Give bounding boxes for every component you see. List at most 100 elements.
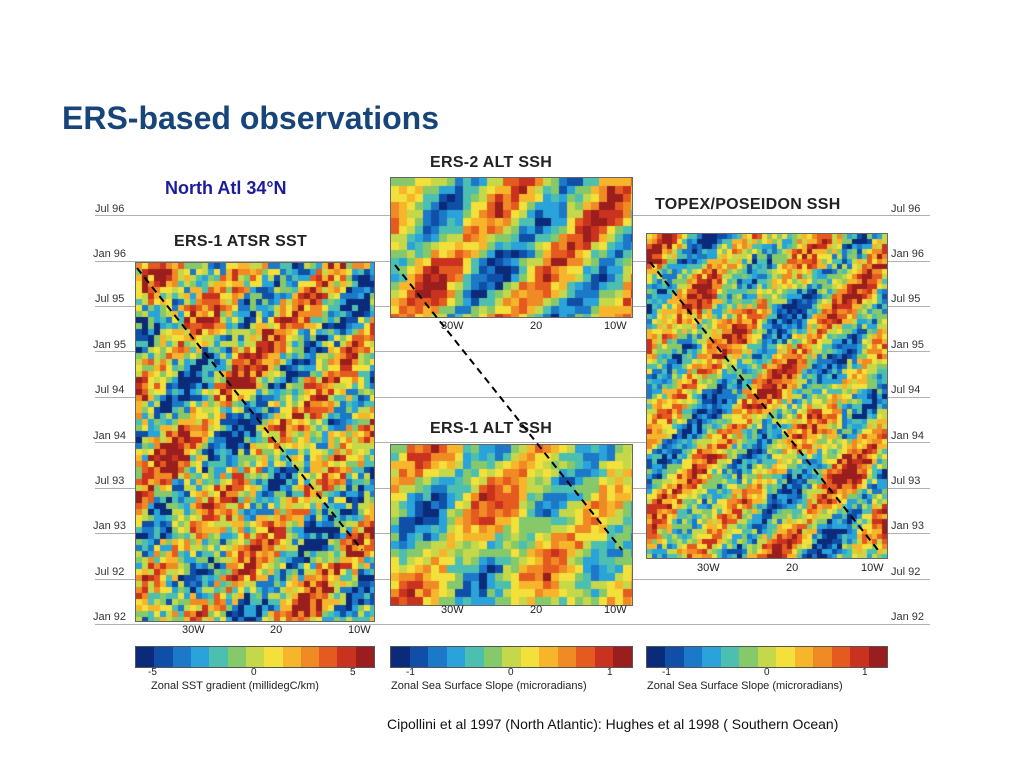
slide-title: ERS-based observations (62, 100, 439, 136)
colorbar-swatch (647, 647, 666, 667)
atsr-sst-heatmap (136, 263, 374, 621)
topex-x-tick: 20 (786, 562, 799, 574)
time-label: Jan 96 (891, 248, 925, 260)
topex-panel-title: TOPEX/POSEIDON SSH (655, 196, 841, 213)
ers1-ssh-plot (390, 444, 633, 606)
time-label: Jan 92 (93, 611, 127, 623)
topex-x-tick: 30W (697, 562, 720, 574)
colorbar-swatch (665, 647, 684, 667)
colorbar-swatch (409, 647, 429, 667)
colorbar-swatch (683, 647, 703, 667)
colorbar-swatch (776, 647, 795, 667)
colorbar-swatch (739, 647, 758, 667)
topex-x-tick: 10W (861, 562, 884, 574)
colorbar-swatch (465, 647, 484, 667)
colorbar-swatch (391, 647, 410, 667)
ers2-x-tick: 30W (441, 320, 464, 332)
atsr-sst-plot (135, 262, 375, 622)
ers-colorbar-tick: -1 (406, 667, 415, 678)
time-label: Jan 92 (891, 611, 925, 623)
colorbar-swatch (502, 647, 521, 667)
ers-colorbar-tick: 0 (508, 667, 514, 678)
colorbar-swatch (539, 647, 558, 667)
colorbar-swatch (576, 647, 595, 667)
topex-colorbar-tick: 0 (764, 667, 770, 678)
time-label: Jan 94 (891, 430, 925, 442)
ers2-ssh-plot (390, 177, 633, 318)
time-gridline (95, 624, 930, 625)
atsr-x-tick: 30W (182, 624, 205, 636)
colorbar-swatch (245, 647, 265, 667)
time-label: Jul 93 (95, 475, 125, 487)
ers2-x-tick: 20 (530, 320, 543, 332)
colorbar-swatch (831, 647, 851, 667)
time-label: Jul 95 (95, 293, 125, 305)
time-label: Jul 95 (891, 293, 921, 305)
topex-ssh-heatmap (647, 234, 887, 558)
time-label: Jul 94 (95, 384, 125, 396)
colorbar-swatch (557, 647, 577, 667)
ers2-x-tick: 10W (604, 320, 627, 332)
sst-colorbar-tick: 0 (251, 667, 257, 678)
sst-colorbar-tick: 5 (350, 667, 356, 678)
colorbar-swatch (757, 647, 777, 667)
ers-colorbar-label: Zonal Sea Surface Slope (microradians) (391, 680, 587, 692)
colorbar-swatch (594, 647, 614, 667)
colorbar-swatch (282, 647, 301, 667)
ers1-ssh-heatmap (391, 445, 632, 605)
colorbar-swatch (850, 647, 869, 667)
colorbar-swatch (154, 647, 173, 667)
colorbar-swatch (794, 647, 814, 667)
topex-colorbar-label: Zonal Sea Surface Slope (microradians) (647, 680, 843, 692)
ers-slope-colorbar (390, 646, 633, 668)
time-label: Jan 95 (93, 339, 127, 351)
topex-ssh-plot (646, 233, 888, 559)
time-label: Jul 94 (891, 384, 921, 396)
colorbar-swatch (300, 647, 320, 667)
citation-text: Cipollini et al 1997 (North Atlantic): H… (387, 716, 839, 732)
atsr-panel-title: ERS-1 ATSR SST (174, 233, 308, 250)
topex-slope-colorbar (646, 646, 888, 668)
ers2-panel-title: ERS-2 ALT SSH (430, 154, 553, 171)
colorbar-swatch (172, 647, 191, 667)
time-label: Jan 95 (891, 339, 925, 351)
colorbar-swatch (264, 647, 283, 667)
colorbar-swatch (446, 647, 466, 667)
colorbar-swatch (720, 647, 740, 667)
atsr-x-tick: 10W (348, 624, 371, 636)
ers1-x-tick: 20 (530, 604, 543, 616)
colorbar-swatch (613, 647, 632, 667)
colorbar-swatch (483, 647, 503, 667)
sst-colorbar-tick: -5 (148, 667, 157, 678)
ers1-x-tick: 30W (441, 604, 464, 616)
time-label: Jul 93 (891, 475, 921, 487)
ers1-panel-title: ERS-1 ALT SSH (430, 420, 553, 437)
colorbar-swatch (190, 647, 210, 667)
ers-colorbar-tick: 1 (607, 667, 613, 678)
time-label: Jul 96 (891, 203, 921, 215)
time-label: Jan 93 (93, 520, 127, 532)
atsr-x-tick: 20 (270, 624, 283, 636)
time-label: Jul 92 (891, 566, 921, 578)
colorbar-swatch (136, 647, 155, 667)
time-label: Jul 96 (95, 203, 125, 215)
time-label: Jan 96 (93, 248, 127, 260)
ers2-ssh-heatmap (391, 178, 632, 317)
sst-colorbar (135, 646, 375, 668)
colorbar-swatch (813, 647, 832, 667)
colorbar-swatch (702, 647, 721, 667)
time-label: Jul 92 (95, 566, 125, 578)
colorbar-swatch (337, 647, 356, 667)
colorbar-swatch (355, 647, 375, 667)
location-label: North Atl 34°N (165, 178, 287, 198)
ers1-x-tick: 10W (604, 604, 627, 616)
sst-colorbar-label: Zonal SST gradient (millidegC/km) (151, 680, 319, 692)
colorbar-swatch (209, 647, 228, 667)
colorbar-swatch (520, 647, 540, 667)
topex-colorbar-tick: 1 (862, 667, 868, 678)
topex-colorbar-tick: -1 (662, 667, 671, 678)
colorbar-swatch (868, 647, 888, 667)
colorbar-swatch (227, 647, 246, 667)
time-label: Jan 93 (891, 520, 925, 532)
colorbar-swatch (428, 647, 447, 667)
